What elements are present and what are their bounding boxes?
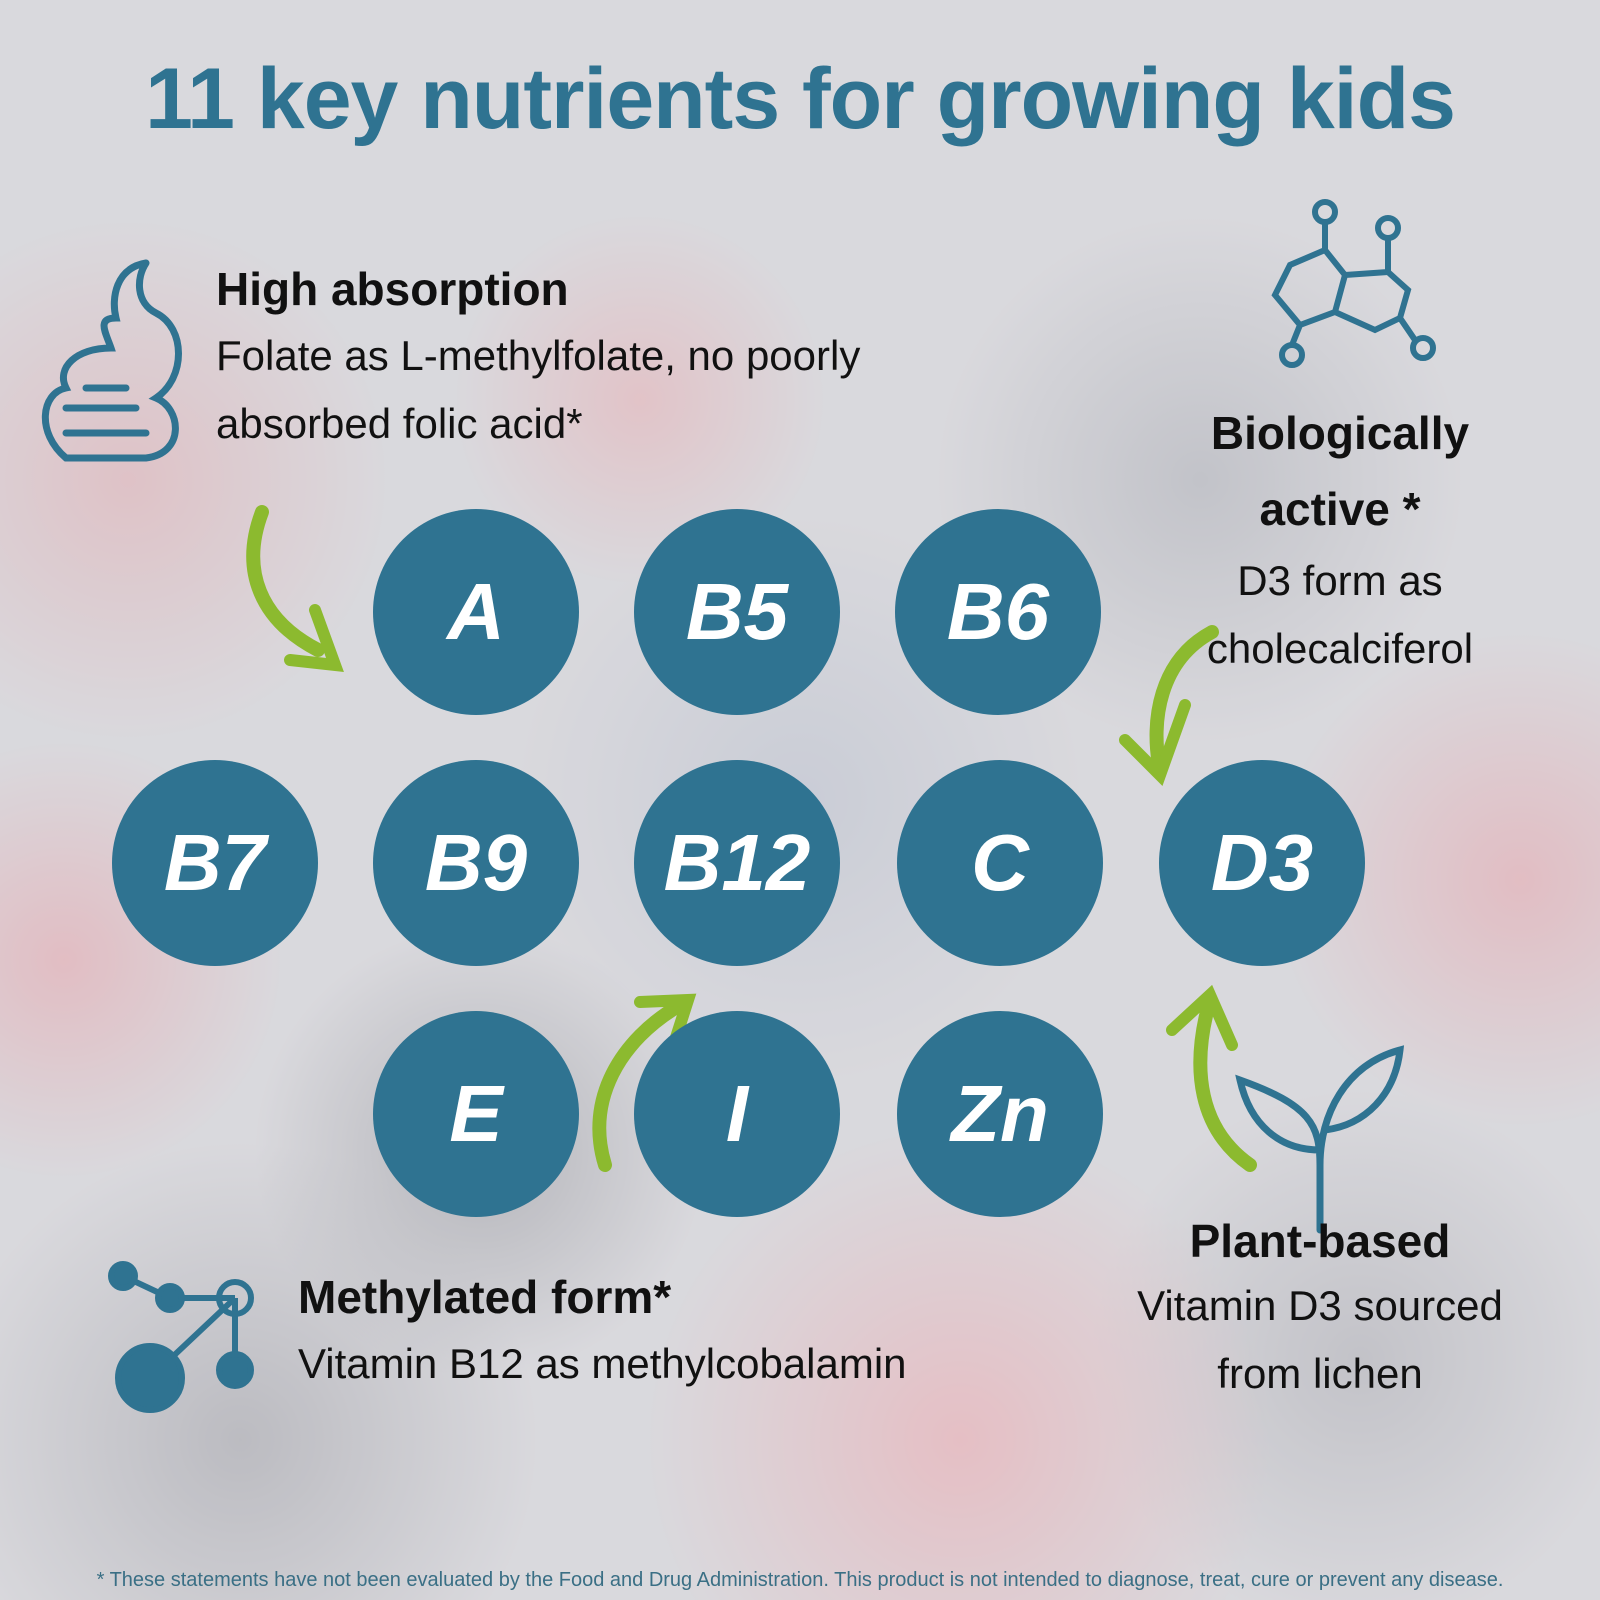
nutrient-circle-b7: B7: [112, 760, 318, 966]
high-absorption-block: High absorption Folate as L-methylfolate…: [216, 262, 860, 458]
nutrient-circle-b5: B5: [634, 509, 840, 715]
nutrient-circle-c: C: [897, 760, 1103, 966]
feature-heading: active *: [1259, 483, 1421, 535]
feature-text: absorbed folic acid*: [216, 400, 583, 447]
nutrient-circle-b6: B6: [895, 509, 1101, 715]
page-title: 11 key nutrients for growing kids: [145, 51, 1456, 147]
nutrient-circle-e: E: [373, 1011, 579, 1217]
feature-heading: Biologically: [1210, 407, 1470, 459]
feature-heading: Methylated form*: [298, 1271, 672, 1323]
plant-based-block: Plant-based Vitamin D3 sourced from lich…: [1110, 1210, 1530, 1408]
feature-text: from lichen: [1217, 1350, 1423, 1397]
molecule-nodes-icon: [108, 1261, 254, 1413]
nutrient-circle-b9: B9: [373, 760, 579, 966]
feature-heading: Plant-based: [1189, 1215, 1451, 1267]
fda-disclaimer: * These statements have not been evaluat…: [96, 1569, 1504, 1591]
feature-text: Vitamin D3 sourced: [1137, 1282, 1503, 1329]
sprout-icon: [1235, 1045, 1405, 1234]
nutrient-circle-i: I: [634, 1011, 840, 1217]
feature-text: Folate as L-methylfolate, no poorly: [216, 332, 861, 379]
feature-heading: High absorption: [216, 263, 569, 315]
nutrient-circle-a: A: [373, 509, 579, 715]
feature-text: cholecalciferol: [1206, 625, 1474, 672]
nutrient-circle-b12: B12: [634, 760, 840, 966]
molecule-icon: [1271, 199, 1436, 368]
biologically-active-block: Biologically active * D3 form as choleca…: [1170, 395, 1510, 683]
feature-text: Vitamin B12 as methylcobalamin: [298, 1340, 907, 1387]
feature-text: D3 form as: [1237, 557, 1443, 604]
nutrient-circle-d3: D3: [1159, 760, 1365, 966]
methylated-form-block: Methylated form* Vitamin B12 as methylco…: [298, 1270, 907, 1398]
stomach-icon: [41, 259, 182, 462]
nutrient-circle-zn: Zn: [897, 1011, 1103, 1217]
